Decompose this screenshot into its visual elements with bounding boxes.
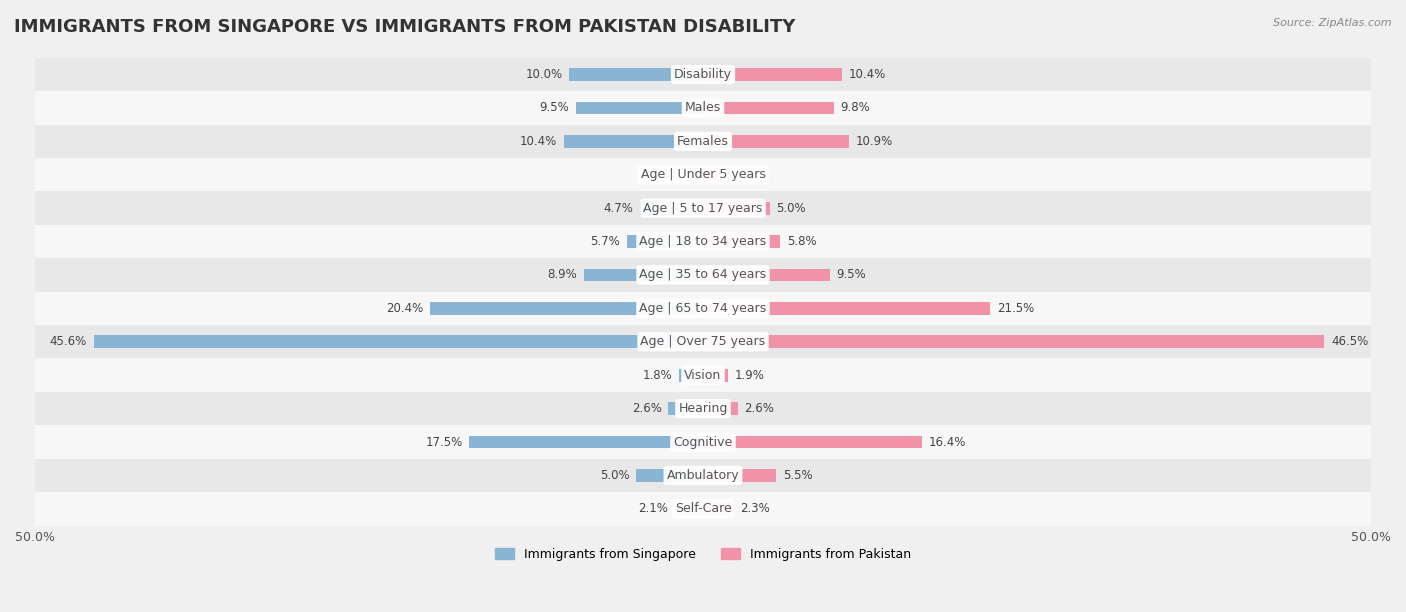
Text: 9.5%: 9.5% (837, 269, 866, 282)
Bar (703, 68, 842, 81)
Bar (675, 502, 703, 515)
Bar (35, 325, 1371, 359)
Text: 45.6%: 45.6% (49, 335, 87, 348)
Text: 5.0%: 5.0% (776, 202, 806, 215)
Text: Age | Under 5 years: Age | Under 5 years (641, 168, 765, 181)
Text: Males: Males (685, 102, 721, 114)
Bar (703, 269, 830, 282)
Text: Ambulatory: Ambulatory (666, 469, 740, 482)
Text: 1.9%: 1.9% (735, 368, 765, 382)
Text: Age | 65 to 74 years: Age | 65 to 74 years (640, 302, 766, 315)
Text: IMMIGRANTS FROM SINGAPORE VS IMMIGRANTS FROM PAKISTAN DISABILITY: IMMIGRANTS FROM SINGAPORE VS IMMIGRANTS … (14, 18, 796, 36)
Bar (668, 402, 703, 415)
Text: 5.8%: 5.8% (787, 235, 817, 248)
Bar (35, 359, 1371, 392)
Bar (470, 436, 703, 449)
Text: 2.6%: 2.6% (744, 402, 775, 415)
Bar (564, 135, 703, 147)
Legend: Immigrants from Singapore, Immigrants from Pakistan: Immigrants from Singapore, Immigrants fr… (491, 543, 915, 566)
Bar (703, 402, 738, 415)
Text: 9.8%: 9.8% (841, 102, 870, 114)
Bar (640, 202, 703, 215)
Text: 17.5%: 17.5% (425, 436, 463, 449)
Bar (703, 502, 734, 515)
Bar (703, 436, 922, 449)
Text: 5.7%: 5.7% (591, 235, 620, 248)
Bar (35, 125, 1371, 158)
Text: 2.3%: 2.3% (741, 502, 770, 515)
Bar (35, 392, 1371, 425)
Bar (703, 335, 1324, 348)
Bar (576, 102, 703, 114)
Text: 9.5%: 9.5% (540, 102, 569, 114)
Bar (35, 158, 1371, 192)
Bar (679, 369, 703, 381)
Text: 5.5%: 5.5% (783, 469, 813, 482)
Text: 2.6%: 2.6% (631, 402, 662, 415)
Bar (627, 235, 703, 248)
Bar (35, 459, 1371, 492)
Text: 5.0%: 5.0% (600, 469, 630, 482)
Bar (35, 192, 1371, 225)
Text: Vision: Vision (685, 368, 721, 382)
Text: 21.5%: 21.5% (997, 302, 1035, 315)
Bar (703, 202, 770, 215)
Text: 10.9%: 10.9% (855, 135, 893, 148)
Text: Cognitive: Cognitive (673, 436, 733, 449)
Bar (94, 335, 703, 348)
Bar (35, 492, 1371, 526)
Bar (35, 292, 1371, 325)
Text: 10.4%: 10.4% (520, 135, 557, 148)
Text: 20.4%: 20.4% (387, 302, 423, 315)
Bar (35, 225, 1371, 258)
Bar (703, 102, 834, 114)
Text: 2.1%: 2.1% (638, 502, 668, 515)
Text: Age | 18 to 34 years: Age | 18 to 34 years (640, 235, 766, 248)
Bar (703, 168, 717, 181)
Bar (703, 369, 728, 381)
Bar (703, 469, 776, 482)
Text: 10.4%: 10.4% (849, 68, 886, 81)
Bar (689, 168, 703, 181)
Bar (583, 269, 703, 282)
Text: Age | 5 to 17 years: Age | 5 to 17 years (644, 202, 762, 215)
Text: Age | 35 to 64 years: Age | 35 to 64 years (640, 269, 766, 282)
Text: Disability: Disability (673, 68, 733, 81)
Text: 46.5%: 46.5% (1331, 335, 1368, 348)
Bar (636, 469, 703, 482)
Bar (35, 258, 1371, 292)
Bar (35, 91, 1371, 125)
Text: 1.8%: 1.8% (643, 368, 672, 382)
Bar (703, 235, 780, 248)
Bar (569, 68, 703, 81)
Text: 8.9%: 8.9% (548, 269, 578, 282)
Text: 1.1%: 1.1% (652, 168, 682, 181)
Text: 4.7%: 4.7% (603, 202, 634, 215)
Bar (703, 135, 849, 147)
Bar (430, 302, 703, 315)
Bar (35, 425, 1371, 459)
Text: Source: ZipAtlas.com: Source: ZipAtlas.com (1274, 18, 1392, 28)
Text: Self-Care: Self-Care (675, 502, 731, 515)
Text: Hearing: Hearing (678, 402, 728, 415)
Text: Females: Females (678, 135, 728, 148)
Text: 10.0%: 10.0% (526, 68, 562, 81)
Text: Age | Over 75 years: Age | Over 75 years (641, 335, 765, 348)
Text: 1.1%: 1.1% (724, 168, 754, 181)
Bar (703, 302, 990, 315)
Text: 16.4%: 16.4% (929, 436, 966, 449)
Bar (35, 58, 1371, 91)
